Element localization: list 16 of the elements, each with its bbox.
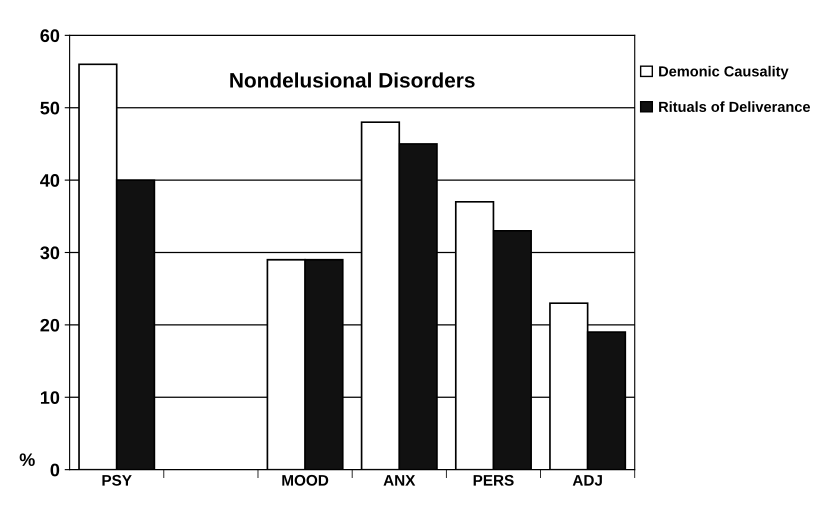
y-tick-label: 50	[40, 102, 60, 114]
legend-label: Demonic Causality	[659, 66, 789, 80]
x-tick-label: PSY	[102, 474, 132, 486]
y-tick-label: 40	[40, 174, 60, 187]
x-tick-label: ADJ	[572, 475, 602, 486]
x-tick-label: PERS	[474, 474, 514, 486]
y-tick-label: 0	[50, 464, 60, 476]
text: Nondelusional Disorders	[230, 72, 475, 88]
y-tick-label: 20	[40, 318, 60, 332]
y-axis-title: %	[20, 453, 35, 466]
legend-label: Rituals of Deliverance	[659, 101, 810, 112]
y-tick-label: 10	[40, 391, 60, 404]
y-tick-label: 30	[40, 246, 60, 260]
x-tick-label: ANX	[384, 475, 416, 486]
x-tick-label: MOOD	[282, 474, 328, 486]
y-tick-label: 60	[40, 29, 60, 42]
